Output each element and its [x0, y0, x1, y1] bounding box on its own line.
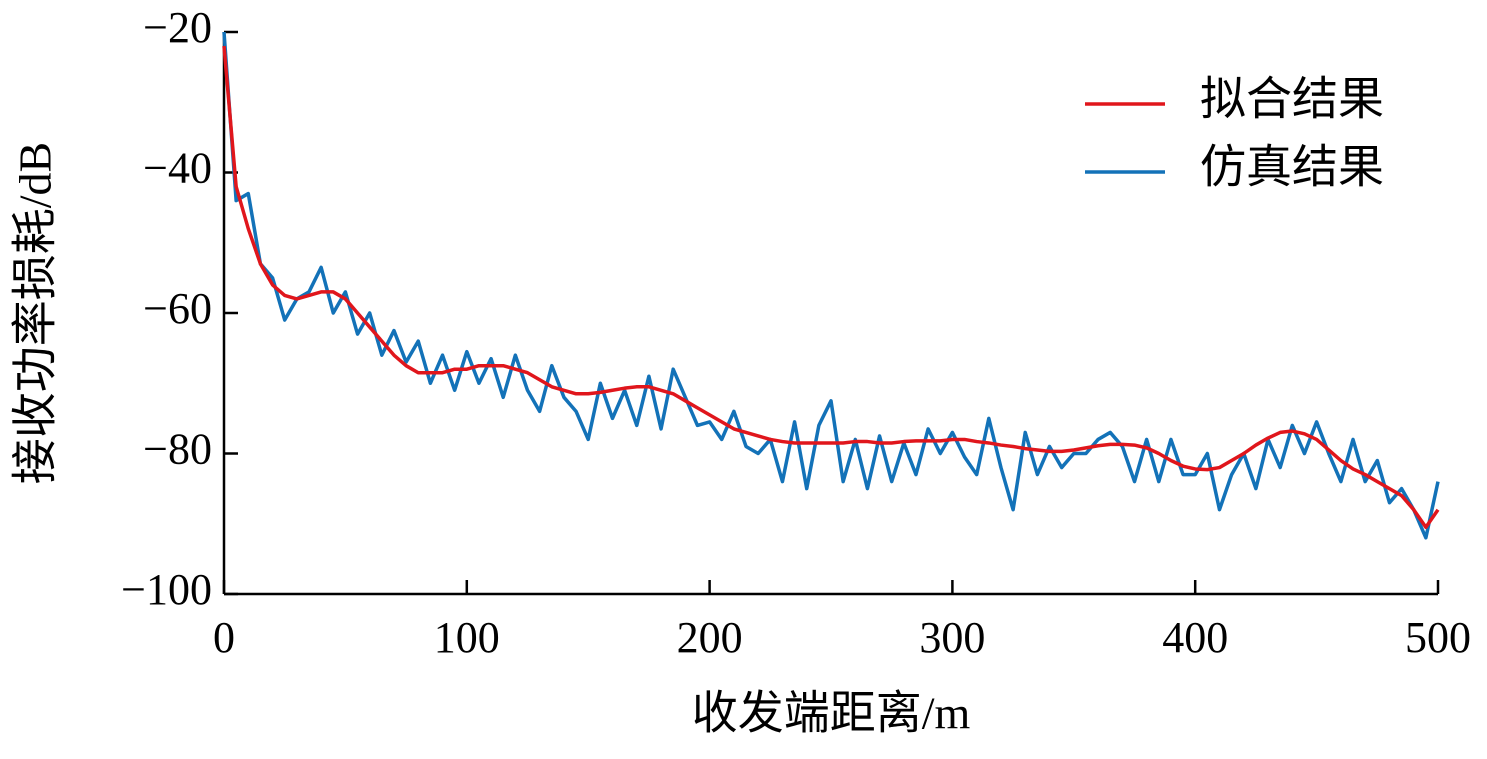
x-tick-label: 200	[677, 613, 743, 662]
x-tick-label: 500	[1405, 613, 1471, 662]
line-series	[222, 45, 1440, 530]
legend-label: 仿真结果	[1200, 142, 1384, 193]
legend-label: 拟合结果	[1200, 74, 1384, 125]
y-tick-label: −80	[143, 425, 212, 474]
x-tick-label: 0	[213, 613, 235, 662]
x-tick-label: 400	[1162, 613, 1228, 662]
x-tick-label: 300	[919, 613, 985, 662]
y-tick-label: −20	[143, 3, 212, 52]
x-axis-label: 收发端距离/m	[692, 688, 971, 739]
x-tick-label: 100	[434, 613, 500, 662]
y-tick-label: −40	[143, 144, 212, 193]
y-tick-label: −60	[143, 284, 212, 333]
line-series	[222, 31, 1440, 540]
y-axis-label: 接收功率损耗/dB	[10, 142, 61, 484]
y-tick-label: −100	[121, 565, 212, 614]
